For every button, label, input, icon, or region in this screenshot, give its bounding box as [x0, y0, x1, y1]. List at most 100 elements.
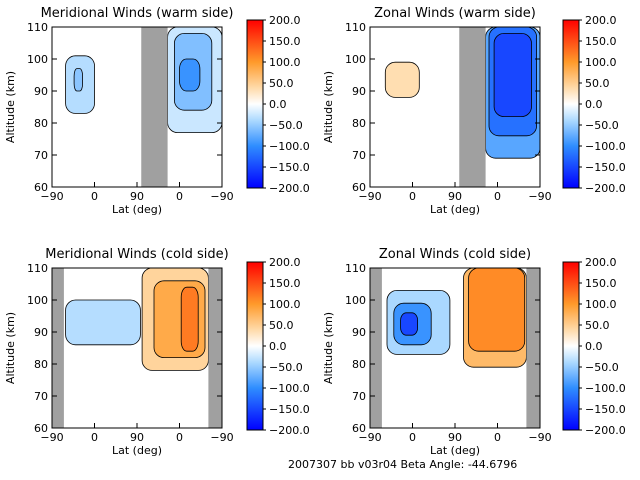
x-tick-label: 0 — [91, 190, 98, 203]
colorbar-tick-label: 0.0 — [585, 340, 603, 353]
x-tick-label: −90 — [40, 190, 63, 203]
chart-panel-1: Meridional Winds (warm side) 60 70 80 90 100 1… — [4, 6, 310, 216]
chart-panel-4: Zonal Winds (cold side) 60 70 80 90 100 110 −90… — [322, 247, 626, 457]
x-tick-label: −90 — [528, 190, 551, 203]
no-data-gap-1 — [370, 268, 382, 428]
colorbar — [246, 19, 264, 189]
contour-region-2 — [73, 68, 83, 92]
x-tick-label: 90 — [130, 190, 144, 203]
colorbar-tick-label: 100.0 — [269, 298, 301, 311]
x-tick-label: 0 — [409, 431, 416, 444]
colorbar-tick-label: −200.0 — [269, 424, 310, 437]
y-tick-label: 90 — [352, 326, 366, 339]
no-data-gap-1 — [459, 27, 486, 187]
chart-panel-3: Meridional Winds (cold side) 60 70 80 90 100 1… — [4, 247, 310, 457]
y-tick-label: 90 — [34, 85, 48, 98]
y-tick-label: 110 — [27, 262, 48, 275]
x-tick-label: 90 — [448, 431, 462, 444]
colorbar-tick-label: 150.0 — [269, 35, 301, 48]
colorbar-tick-label: −200.0 — [585, 182, 626, 195]
colorbar — [562, 19, 580, 189]
colorbar-tick-label: −50.0 — [585, 119, 619, 132]
y-tick-label: 70 — [34, 390, 48, 403]
x-tick-label: 0 — [494, 190, 501, 203]
colorbar-tick-label: 150.0 — [269, 277, 301, 290]
colorbar-tick-label: 200.0 — [269, 14, 301, 27]
colorbar-tick-label: −150.0 — [269, 161, 310, 174]
chart-panel-2: Zonal Winds (warm side) 60 70 80 90 100 110 −90… — [322, 6, 626, 216]
x-axis-label: Lat (deg) — [112, 444, 162, 457]
y-tick-label: 80 — [34, 358, 48, 371]
y-tick-label: 80 — [352, 117, 366, 130]
chart-title: Zonal Winds (warm side) — [374, 6, 536, 21]
x-axis-label: Lat (deg) — [430, 444, 480, 457]
colorbar-tick-label: 200.0 — [269, 256, 301, 269]
colorbar-tick-label: 50.0 — [585, 319, 610, 332]
x-tick-label: −90 — [528, 431, 551, 444]
colorbar-tick-label: −150.0 — [585, 403, 626, 416]
y-tick-label: 70 — [352, 390, 366, 403]
colorbar-tick-label: −50.0 — [269, 361, 303, 374]
colorbar-tick-label: −100.0 — [269, 140, 310, 153]
colorbar — [562, 261, 580, 431]
contour-region-4 — [180, 286, 199, 352]
colorbar-tick-label: −150.0 — [585, 161, 626, 174]
y-axis-label: Altitude (km) — [322, 71, 335, 143]
y-tick-label: 90 — [352, 85, 366, 98]
colorbar-tick-label: −50.0 — [269, 119, 303, 132]
colorbar-tick-label: 100.0 — [585, 56, 617, 69]
no-data-gap-1 — [52, 268, 64, 428]
no-data-gap-2 — [208, 268, 222, 428]
no-data-gap-1 — [141, 27, 168, 187]
contour-region-1 — [65, 299, 141, 346]
colorbar-tick-label: 50.0 — [269, 77, 294, 90]
colorbar-tick-label: 200.0 — [585, 256, 617, 269]
contour-region-3 — [400, 312, 419, 336]
x-tick-label: −90 — [358, 431, 381, 444]
x-tick-label: 0 — [176, 190, 183, 203]
x-axis-label: Lat (deg) — [112, 203, 162, 216]
chart-title: Zonal Winds (cold side) — [379, 247, 531, 262]
y-axis-label: Altitude (km) — [4, 71, 17, 143]
x-tick-label: −90 — [40, 431, 63, 444]
colorbar-tick-label: 50.0 — [269, 319, 294, 332]
chart-title: Meridional Winds (warm side) — [41, 6, 234, 21]
x-tick-label: 0 — [176, 431, 183, 444]
y-tick-label: 80 — [352, 358, 366, 371]
x-tick-label: −90 — [210, 431, 233, 444]
y-tick-label: 80 — [34, 117, 48, 130]
y-tick-label: 60 — [34, 422, 48, 435]
colorbar-tick-label: −100.0 — [585, 382, 626, 395]
colorbar-tick-label: 0.0 — [585, 98, 603, 111]
x-tick-label: 0 — [494, 431, 501, 444]
x-tick-label: −90 — [358, 190, 381, 203]
colorbar-tick-label: −100.0 — [585, 140, 626, 153]
contour-region-5 — [468, 267, 526, 352]
x-tick-label: 0 — [91, 431, 98, 444]
y-tick-label: 70 — [352, 149, 366, 162]
colorbar-tick-label: 150.0 — [585, 277, 617, 290]
colorbar-tick-label: 150.0 — [585, 35, 617, 48]
y-tick-label: 100 — [345, 294, 366, 307]
colorbar-tick-label: 50.0 — [585, 77, 610, 90]
colorbar-tick-label: −100.0 — [269, 382, 310, 395]
y-tick-label: 60 — [34, 181, 48, 194]
colorbar-tick-label: 100.0 — [269, 56, 301, 69]
x-tick-label: −90 — [210, 190, 233, 203]
x-tick-label: 90 — [448, 190, 462, 203]
no-data-gap-2 — [526, 268, 540, 428]
y-tick-label: 100 — [27, 294, 48, 307]
y-tick-label: 60 — [352, 422, 366, 435]
y-tick-label: 100 — [345, 53, 366, 66]
contour-region-4 — [493, 33, 532, 117]
x-axis-label: Lat (deg) — [430, 203, 480, 216]
colorbar-tick-label: 200.0 — [585, 14, 617, 27]
colorbar-tick-label: −200.0 — [585, 424, 626, 437]
y-tick-label: 60 — [352, 181, 366, 194]
y-tick-label: 100 — [27, 53, 48, 66]
colorbar-tick-label: −150.0 — [269, 403, 310, 416]
footer-caption: 2007307 bb v03r04 Beta Angle: -44.6796 — [288, 458, 518, 471]
y-axis-label: Altitude (km) — [4, 312, 17, 384]
contour-region-1 — [384, 61, 420, 98]
